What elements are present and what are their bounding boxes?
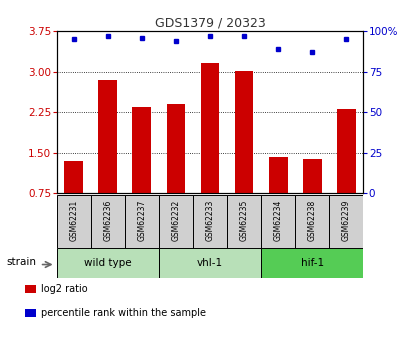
Bar	[98, 80, 117, 193]
Text: strain: strain	[7, 257, 37, 267]
Bar	[57, 195, 91, 248]
Bar	[303, 159, 322, 193]
Bar	[24, 309, 36, 317]
Text: GSM62237: GSM62237	[137, 200, 146, 241]
Text: GSM62231: GSM62231	[69, 200, 78, 241]
Bar	[167, 104, 185, 193]
Text: GSM62235: GSM62235	[239, 200, 249, 241]
Text: GSM62236: GSM62236	[103, 200, 112, 241]
Text: GSM62239: GSM62239	[342, 200, 351, 241]
Text: GSM62234: GSM62234	[274, 200, 283, 241]
Bar	[125, 195, 159, 248]
Bar	[269, 157, 288, 193]
Text: GSM62232: GSM62232	[171, 200, 181, 241]
Bar	[132, 107, 151, 193]
Bar	[64, 161, 83, 193]
Bar	[91, 195, 125, 248]
Bar	[201, 63, 219, 193]
Bar	[227, 195, 261, 248]
Bar	[295, 195, 329, 248]
Bar	[159, 195, 193, 248]
Text: wild type: wild type	[84, 258, 131, 268]
Title: GDS1379 / 20323: GDS1379 / 20323	[155, 17, 265, 30]
Text: vhl-1: vhl-1	[197, 258, 223, 268]
Bar	[261, 195, 295, 248]
Bar	[24, 285, 36, 293]
Text: hif-1: hif-1	[301, 258, 324, 268]
Bar	[235, 70, 253, 193]
Bar	[193, 195, 227, 248]
Bar	[337, 109, 356, 193]
Text: log2 ratio: log2 ratio	[41, 284, 87, 294]
Text: percentile rank within the sample: percentile rank within the sample	[41, 308, 206, 318]
Text: GSM62233: GSM62233	[205, 200, 215, 241]
Bar	[57, 248, 159, 278]
Bar	[159, 248, 261, 278]
Bar	[261, 248, 363, 278]
Text: GSM62238: GSM62238	[308, 200, 317, 241]
Bar	[329, 195, 363, 248]
